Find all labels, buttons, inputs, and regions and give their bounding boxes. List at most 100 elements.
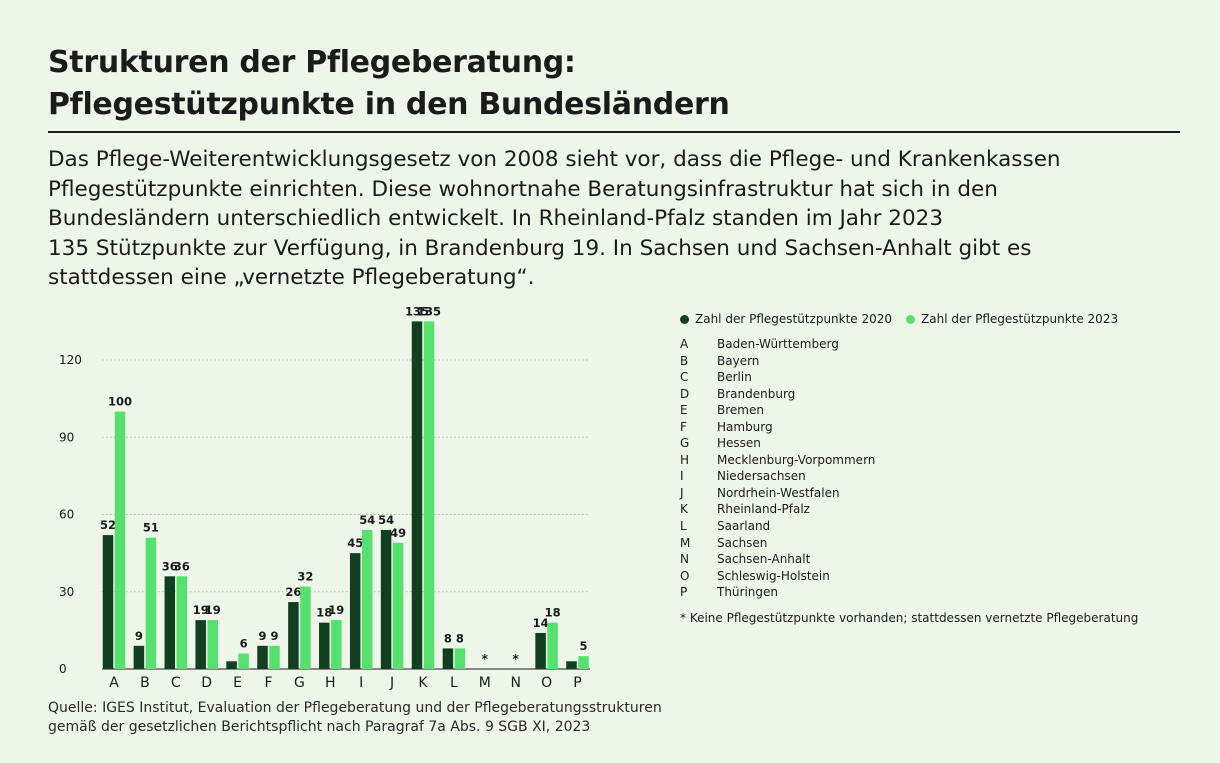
bar-2023 xyxy=(331,620,342,669)
legend-category-item: K Rheinland-Pfalz xyxy=(680,501,1200,518)
legend-category-key: G xyxy=(680,436,690,451)
legend-category-name: Thüringen xyxy=(717,585,779,600)
legend-category-key: L xyxy=(680,519,687,534)
legend-category-name: Hessen xyxy=(717,436,761,451)
missing-marker: * xyxy=(513,652,520,666)
data-label: 5 xyxy=(579,639,587,653)
x-tick-label: B xyxy=(140,675,150,691)
legend-category-name: Bremen xyxy=(717,403,764,418)
bar-2023 xyxy=(392,542,404,669)
x-tick-label: I xyxy=(359,675,363,691)
legend-category-name: Bayern xyxy=(717,353,760,368)
legend-category-key: E xyxy=(680,403,688,418)
bar-2023 xyxy=(578,656,589,669)
data-label: 49 xyxy=(390,526,406,540)
legend-category-item: L Saarland xyxy=(680,518,1200,535)
legend-category-key: P xyxy=(680,585,688,600)
bar-2020 xyxy=(102,535,114,669)
legend-category-key: O xyxy=(680,568,690,583)
data-label: 51 xyxy=(143,521,159,535)
data-label: 36 xyxy=(174,559,190,573)
legend-category-item: N Sachsen-Anhalt xyxy=(680,551,1200,568)
title-divider xyxy=(48,131,1180,133)
bar-2023 xyxy=(547,622,558,669)
bar-2023 xyxy=(361,529,373,669)
legend-category-key: I xyxy=(680,469,684,484)
category-legend: A Baden-Württemberg B Bayern C Berlin D Branden… xyxy=(680,336,1200,601)
data-label: 45 xyxy=(347,536,363,550)
legend-category-name: Sachsen xyxy=(717,535,768,550)
bar-2023 xyxy=(238,653,249,669)
legend-swatch xyxy=(680,314,689,324)
bar-2023 xyxy=(454,648,466,669)
legend-category-key: C xyxy=(680,370,689,385)
source-note: Quelle: IGES Institut, Evaluation der Pf… xyxy=(48,700,662,735)
data-label: 52 xyxy=(100,518,116,532)
data-label: 54 xyxy=(359,513,375,527)
missing-marker: * xyxy=(482,652,489,666)
legend-category-key: N xyxy=(680,552,689,567)
data-label: 9 xyxy=(270,629,278,643)
data-label: 32 xyxy=(297,570,313,584)
legend-series-2: Zahl der Pflegestützpunkte 2023 xyxy=(906,312,1118,326)
bar-2020 xyxy=(164,576,176,669)
data-label: 135 xyxy=(405,304,429,318)
legend-category-item: F Hamburg xyxy=(680,419,1200,436)
footnote: * Keine Pflegestützpunkte vorhanden; sta… xyxy=(680,610,1139,625)
legend-category-item: P Thüringen xyxy=(680,584,1200,601)
legend-category-name: Sachsen-Anhalt xyxy=(717,552,811,567)
data-label: 18 xyxy=(316,606,332,620)
data-label: 9 xyxy=(258,629,266,643)
bar-2020 xyxy=(442,648,454,669)
legend-category-key: B xyxy=(680,353,689,368)
data-label: 14 xyxy=(533,616,549,630)
data-label: 135 xyxy=(417,304,441,318)
bar-2023 xyxy=(176,576,188,669)
legend-category-key: F xyxy=(680,419,687,434)
legend-category-name: Hamburg xyxy=(717,419,773,434)
data-label: 8 xyxy=(456,631,464,645)
bar-2023 xyxy=(145,537,157,669)
x-tick-label: F xyxy=(264,675,272,691)
y-tick-label: 120 xyxy=(59,353,82,367)
x-tick-label: G xyxy=(294,675,305,691)
bar-2020 xyxy=(226,661,237,669)
legend-category-name: Saarland xyxy=(717,519,771,534)
legend-category-name: Berlin xyxy=(717,370,752,385)
bar-2020 xyxy=(288,602,299,669)
legend-category-item: E Bremen xyxy=(680,402,1200,419)
bar-2020 xyxy=(257,645,268,669)
x-tick-label: E xyxy=(233,675,242,691)
bar-2020 xyxy=(349,553,361,669)
legend-category-name: Schleswig-Holstein xyxy=(717,568,830,583)
bar-2023 xyxy=(300,586,311,669)
legend-category-name: Mecklenburg-Vorpommern xyxy=(717,452,876,467)
title-line-2: Pflegestützpunkte in den Bundesländern xyxy=(48,87,730,122)
series-legend: Zahl der Pflegestützpunkte 2020 Zahl der … xyxy=(680,310,1200,328)
lead-text: Das Pflege-Weiterentwicklungsgesetz von … xyxy=(48,147,1061,290)
legend-category-key: J xyxy=(680,485,684,500)
legend-category-key: K xyxy=(680,502,688,517)
data-label: 19 xyxy=(328,603,344,617)
data-label: 19 xyxy=(193,603,209,617)
y-tick-label: 0 xyxy=(59,662,67,676)
legend-series-1: Zahl der Pflegestützpunkte 2020 xyxy=(680,312,892,326)
bar-2020 xyxy=(195,620,206,669)
x-tick-label: L xyxy=(450,675,458,691)
data-label: 54 xyxy=(378,513,394,527)
bar-2023 xyxy=(114,411,126,669)
legend-category-name: Niedersachsen xyxy=(717,469,806,484)
data-label: 100 xyxy=(108,395,132,409)
legend-category-item: C Berlin xyxy=(680,369,1200,386)
legend-category-item: B Bayern xyxy=(680,353,1200,370)
legend-category-item: A Baden-Württemberg xyxy=(680,336,1200,353)
legend-series-label: Zahl der Pflegestützpunkte 2023 xyxy=(921,312,1119,326)
legend-category-name: Rheinland-Pfalz xyxy=(717,502,810,517)
bar-2023 xyxy=(269,645,280,669)
legend-category-item: H Mecklenburg-Vorpommern xyxy=(680,452,1200,469)
legend: Zahl der Pflegestützpunkte 2020 Zahl der … xyxy=(680,310,1200,625)
data-label: 19 xyxy=(205,603,221,617)
bar-2020 xyxy=(133,645,145,669)
bar-2020 xyxy=(535,632,546,669)
